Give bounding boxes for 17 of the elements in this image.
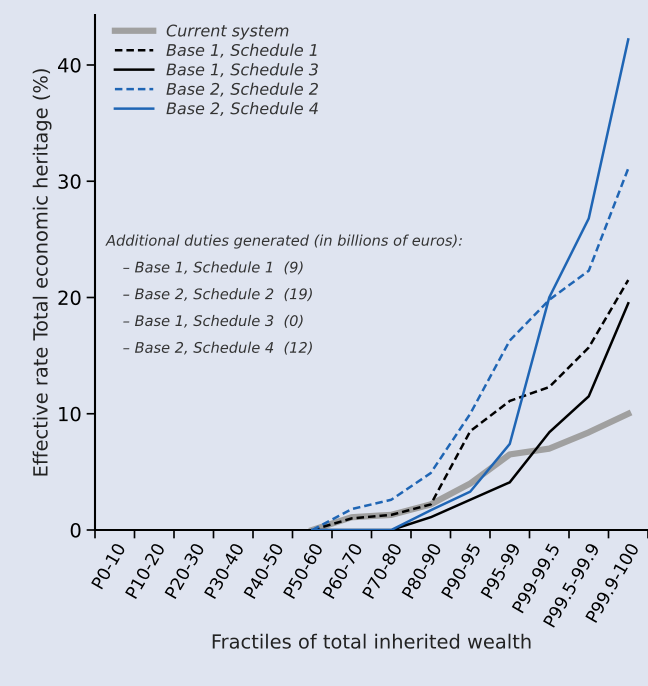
- y-tick-label: 40: [58, 58, 81, 73]
- legend-label: Base 2, Schedule 4: [166, 102, 318, 116]
- legend-label: Base 1, Schedule 3: [166, 63, 318, 78]
- annotation: – Base 1, Schedule 3 (0): [123, 314, 303, 328]
- y-tick-label: 10: [59, 406, 81, 422]
- legend-label: Current system: [166, 24, 288, 40]
- annotation: – Base 2, Schedule 2 (19): [123, 288, 312, 302]
- annotation: Additional duties generated (in billions of euros):: [105, 234, 462, 249]
- legend-label: Base 2, Schedule 2: [166, 82, 318, 97]
- annotation: – Base 2, Schedule 4 (12): [123, 342, 312, 355]
- x-axis-title: Fractiles of total inherited wealth: [212, 634, 530, 649]
- legend-label: Base 1, Schedule 1: [166, 44, 317, 58]
- y-tick-label: 0: [70, 522, 81, 538]
- y-tick-label: 30: [58, 174, 81, 189]
- y-tick-label: 20: [58, 290, 81, 306]
- y-axis-title: Effective rate Total economic heritage (%): [32, 69, 52, 476]
- annotation: – Base 1, Schedule 1 (9): [123, 261, 303, 274]
